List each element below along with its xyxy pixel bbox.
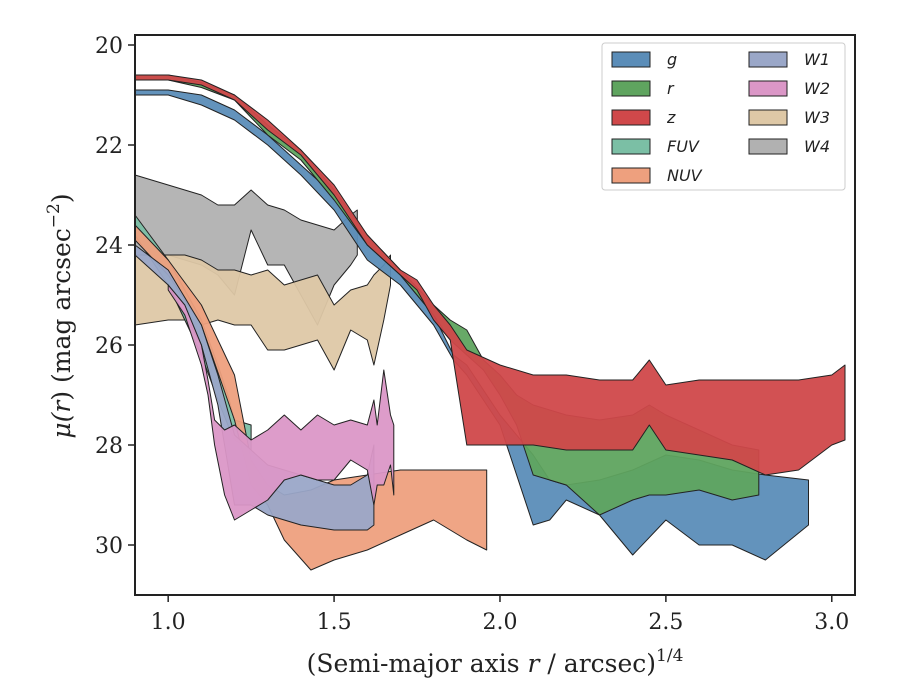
legend-swatch [611, 138, 651, 155]
legend-label: W3 [804, 108, 830, 127]
y-axis-label: μ(r) (mag arcsec−2) [44, 193, 76, 438]
legend-label: g [667, 50, 677, 69]
x-axis: 1.0 1.5 2.0 2.5 3.0 [151, 595, 849, 635]
legend-item-nuv: NUV [611, 166, 703, 185]
y-tick-label: 30 [95, 534, 123, 559]
band-w3 [134, 254, 391, 371]
y-tick-label: 20 [95, 34, 123, 59]
legend-item-z: z [611, 108, 676, 127]
legend-item-w1: W1 [748, 50, 830, 69]
x-tick-label: 3.0 [814, 610, 849, 635]
x-tick-label: 1.5 [317, 610, 352, 635]
band-z [134, 74, 846, 476]
legend-label: r [667, 79, 675, 98]
legend: grz FUV NUV W1 W2 W3 W4 [601, 42, 846, 191]
x-tick-label: 2.5 [648, 610, 683, 635]
profile-bands [134, 74, 846, 571]
legend-label: z [666, 108, 676, 127]
legend-swatch [748, 138, 788, 155]
x-tick-label: 1.0 [151, 610, 186, 635]
legend-swatch [611, 80, 651, 97]
y-tick-label: 24 [95, 234, 123, 259]
legend-label: FUV [667, 137, 700, 156]
legend-swatch [748, 80, 788, 97]
legend-label: W2 [804, 79, 830, 98]
legend-item-w2: W2 [748, 79, 830, 98]
legend-label: W4 [804, 137, 830, 156]
legend-label: NUV [667, 166, 703, 185]
x-axis-label: (Semi-major axis r / arcsec)1/4 [307, 646, 684, 678]
y-tick-label: 22 [95, 134, 123, 159]
band-w2 [167, 284, 395, 521]
y-tick-label: 26 [95, 334, 123, 359]
legend-item-fuv: FUV [611, 137, 700, 156]
legend-item-r: r [611, 79, 675, 98]
legend-swatch [611, 51, 651, 68]
legend-item-g: g [611, 50, 677, 69]
legend-item-w4: W4 [748, 137, 830, 156]
y-tick-label: 28 [95, 434, 123, 459]
legend-swatch [611, 167, 651, 184]
legend-label: W1 [804, 50, 830, 69]
legend-swatch [611, 109, 651, 126]
plot-frame [134, 34, 856, 596]
y-axis: 20 22 24 26 28 30 [95, 34, 135, 559]
legend-swatch [748, 109, 788, 126]
legend-swatch [748, 51, 788, 68]
legend-item-w3: W3 [748, 108, 830, 127]
x-tick-label: 2.0 [482, 610, 517, 635]
